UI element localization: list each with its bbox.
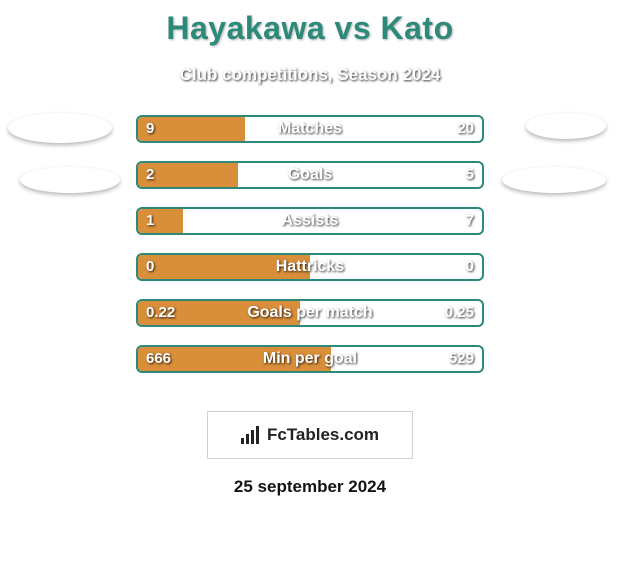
bar-right-value: 0.25 [445, 301, 474, 325]
page-title: Hayakawa vs Kato [0, 10, 620, 47]
bar-group: 9 Matches 20 2 Goals 5 1 Assists 7 0 Hat… [136, 115, 484, 391]
bar-label: Min per goal [138, 347, 482, 371]
date-label: 25 september 2024 [0, 477, 620, 497]
bar-row: 0 Hattricks 0 [136, 253, 484, 281]
player-avatar-left-1 [8, 113, 112, 143]
subtitle: Club competitions, Season 2024 [0, 65, 620, 85]
bar-right-value: 529 [449, 347, 474, 371]
chart-icon [241, 426, 261, 444]
bar-label: Assists [138, 209, 482, 233]
bar-label: Hattricks [138, 255, 482, 279]
infographic-container: Hayakawa vs Kato Club competitions, Seas… [0, 0, 620, 497]
player-avatar-left-2 [20, 167, 120, 193]
bar-right-value: 5 [466, 163, 474, 187]
attribution-badge: FcTables.com [207, 411, 413, 459]
bar-row: 9 Matches 20 [136, 115, 484, 143]
bar-label: Goals [138, 163, 482, 187]
bar-right-value: 20 [457, 117, 474, 141]
bar-row: 2 Goals 5 [136, 161, 484, 189]
bar-row: 666 Min per goal 529 [136, 345, 484, 373]
bar-row: 1 Assists 7 [136, 207, 484, 235]
comparison-chart: 9 Matches 20 2 Goals 5 1 Assists 7 0 Hat… [0, 115, 620, 395]
bar-label: Matches [138, 117, 482, 141]
bar-label: Goals per match [138, 301, 482, 325]
bar-right-value: 0 [466, 255, 474, 279]
player-avatar-right-2 [502, 167, 606, 193]
attribution-text: FcTables.com [267, 425, 379, 445]
bar-right-value: 7 [466, 209, 474, 233]
bar-row: 0.22 Goals per match 0.25 [136, 299, 484, 327]
player-avatar-right-1 [526, 113, 606, 139]
